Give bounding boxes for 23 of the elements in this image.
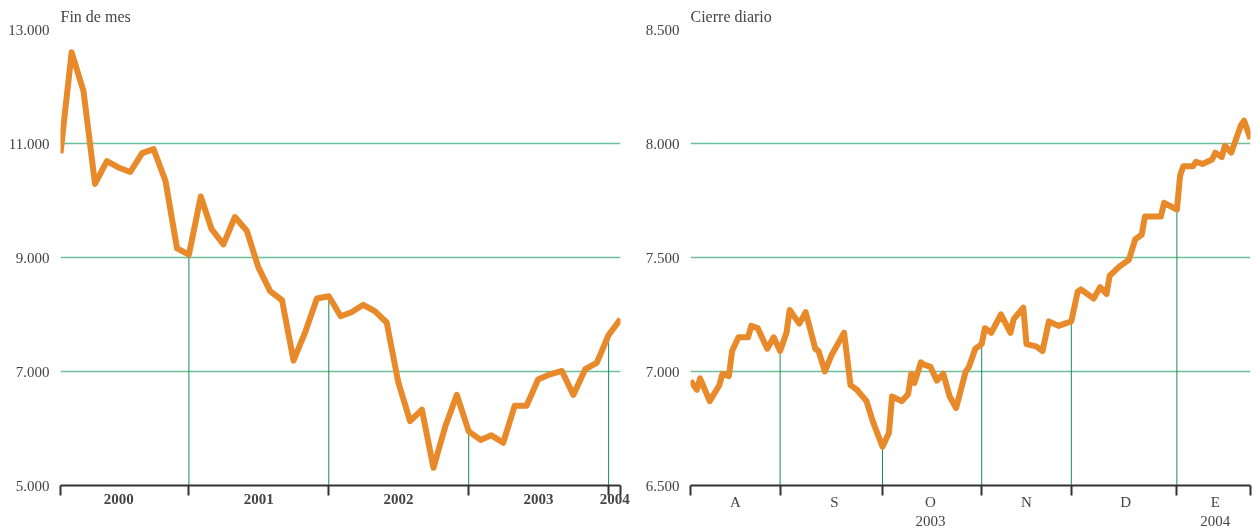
y-tick-label: 5.000 bbox=[15, 477, 50, 494]
y-tick-label: 13.000 bbox=[8, 21, 50, 38]
y-tick-label: 8.500 bbox=[645, 21, 680, 38]
y-tick-label: 11.000 bbox=[8, 135, 50, 152]
y-tick-label: 7.000 bbox=[15, 363, 50, 380]
y-tick-label: 6.500 bbox=[645, 477, 680, 494]
y-tick-label: 8.000 bbox=[645, 135, 680, 152]
y-tick-label: 9.000 bbox=[15, 249, 50, 266]
x-tick-label: S bbox=[830, 493, 839, 510]
y-tick-label: 7.000 bbox=[645, 363, 680, 380]
x-tick-label: 2000 bbox=[103, 490, 134, 507]
x-tick-label: A bbox=[729, 493, 741, 510]
x-tick-label: N bbox=[1021, 493, 1033, 510]
x-tick-label: E 2004 bbox=[1200, 493, 1231, 529]
x-tick-label: 2001 bbox=[243, 490, 274, 507]
chart-title: Fin de mes bbox=[60, 7, 131, 25]
chart-title: Cierre diario bbox=[690, 7, 772, 25]
x-tick-label: D bbox=[1120, 493, 1132, 510]
y-tick-label: 7.500 bbox=[645, 249, 680, 266]
x-tick-label: O 2003 bbox=[915, 493, 946, 529]
x-tick-label: 2004 bbox=[599, 490, 631, 507]
x-tick-label: 2002 bbox=[383, 490, 414, 507]
x-tick-label: 2003 bbox=[523, 490, 554, 507]
